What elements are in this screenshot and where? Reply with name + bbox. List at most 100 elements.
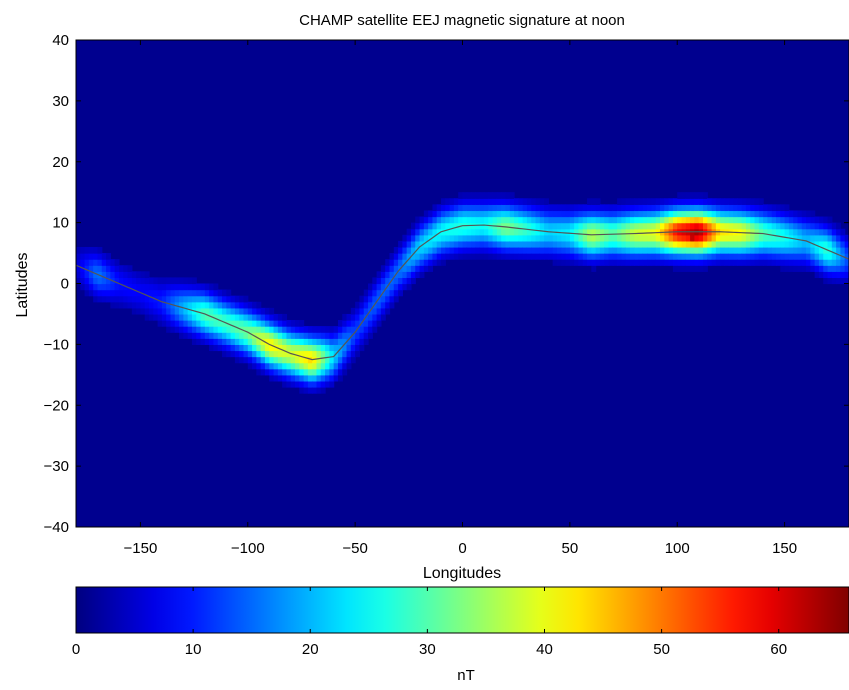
heatmap-cell bbox=[595, 228, 601, 236]
heatmap-cell bbox=[741, 259, 747, 266]
heatmap-cell bbox=[629, 210, 635, 218]
heatmap-cell bbox=[548, 216, 554, 224]
heatmap-cell bbox=[269, 362, 275, 370]
heatmap-cell bbox=[836, 246, 842, 254]
heatmap-cell bbox=[97, 253, 103, 260]
heatmap-cell bbox=[140, 277, 146, 285]
heatmap-cell bbox=[793, 246, 799, 254]
heatmap-cell bbox=[638, 246, 644, 254]
heatmap-cell bbox=[810, 222, 816, 230]
heatmap-cell bbox=[247, 362, 253, 370]
heatmap-cell bbox=[307, 362, 313, 370]
heatmap-cell bbox=[831, 253, 837, 260]
heatmap-cell bbox=[234, 301, 240, 309]
heatmap-cell bbox=[720, 210, 726, 218]
heatmap-cell bbox=[174, 277, 180, 285]
heatmap-cell bbox=[775, 204, 781, 212]
heatmap-cell bbox=[681, 204, 687, 212]
heatmap-cell bbox=[651, 234, 657, 242]
heatmap-cell bbox=[179, 283, 184, 291]
heatmap-cell bbox=[471, 216, 476, 224]
heatmap-cell bbox=[445, 222, 451, 230]
heatmap-cell bbox=[715, 204, 721, 212]
heatmap-cell bbox=[698, 204, 704, 212]
heatmap-cell bbox=[509, 240, 515, 248]
heatmap-cell bbox=[535, 198, 541, 205]
heatmap-cell bbox=[797, 253, 803, 260]
heatmap-cell bbox=[548, 204, 554, 212]
heatmap-cell bbox=[526, 216, 532, 224]
heatmap-cell bbox=[780, 210, 786, 218]
heatmap-cell bbox=[282, 344, 288, 352]
heatmap-cell bbox=[784, 240, 790, 248]
heatmap-cell bbox=[260, 344, 266, 352]
heatmap-cell bbox=[453, 198, 459, 205]
heatmap-cell bbox=[578, 246, 584, 254]
heatmap-cell bbox=[625, 198, 631, 205]
heatmap-cell bbox=[638, 198, 644, 205]
heatmap-cell bbox=[372, 283, 378, 291]
heatmap-cell bbox=[368, 289, 373, 297]
heatmap-cell bbox=[303, 338, 309, 345]
heatmap-cell bbox=[320, 344, 326, 352]
heatmap-cell bbox=[737, 222, 743, 230]
heatmap-cell bbox=[93, 277, 99, 285]
heatmap-cell bbox=[234, 313, 240, 321]
colorbar-tick-label: 60 bbox=[770, 641, 787, 658]
heatmap-cell bbox=[144, 307, 150, 315]
heatmap-cell bbox=[561, 210, 567, 218]
heatmap-cell bbox=[209, 338, 215, 345]
heatmap-cell bbox=[475, 192, 481, 199]
heatmap-cell bbox=[780, 234, 786, 242]
heatmap-cell bbox=[226, 301, 232, 309]
heatmap-cell bbox=[346, 362, 352, 370]
heatmap-cell bbox=[664, 204, 670, 212]
heatmap-cell bbox=[84, 259, 90, 266]
heatmap-cell bbox=[174, 320, 180, 327]
heatmap-cell bbox=[406, 277, 412, 285]
heatmap-cell bbox=[406, 271, 412, 279]
heatmap-cell bbox=[784, 259, 790, 266]
heatmap-cell bbox=[539, 234, 545, 242]
heatmap-cell bbox=[664, 246, 670, 254]
heatmap-cell bbox=[672, 234, 678, 242]
heatmap-cell bbox=[767, 228, 773, 236]
heatmap-cell bbox=[544, 210, 549, 218]
heatmap-cell bbox=[170, 313, 176, 321]
heatmap-cell bbox=[307, 380, 313, 388]
heatmap-cell bbox=[127, 289, 133, 297]
heatmap-cell bbox=[806, 265, 811, 272]
heatmap-cell bbox=[402, 283, 408, 291]
heatmap-cell bbox=[299, 332, 305, 339]
heatmap-cell bbox=[733, 253, 738, 260]
y-tick-label: −40 bbox=[44, 519, 69, 536]
heatmap-cell bbox=[320, 350, 326, 358]
heatmap-cell bbox=[393, 289, 399, 297]
heatmap-cell bbox=[93, 259, 99, 266]
heatmap-cell bbox=[629, 253, 635, 260]
heatmap-cell bbox=[80, 253, 86, 260]
heatmap-cell bbox=[475, 204, 481, 212]
heatmap-cell bbox=[801, 253, 807, 260]
heatmap-cell bbox=[681, 210, 687, 218]
heatmap-cell bbox=[264, 368, 270, 376]
heatmap-cell bbox=[166, 277, 172, 285]
heatmap-cell bbox=[479, 204, 485, 212]
heatmap-cell bbox=[84, 289, 90, 297]
heatmap-cell bbox=[191, 283, 197, 291]
heatmap-cell bbox=[101, 259, 107, 266]
heatmap-cell bbox=[569, 210, 575, 218]
heatmap-cell bbox=[359, 307, 365, 315]
heatmap-cell bbox=[161, 295, 167, 303]
heatmap-cell bbox=[711, 198, 717, 205]
heatmap-cell bbox=[359, 338, 365, 345]
heatmap-cell bbox=[492, 216, 498, 224]
heatmap-cell bbox=[359, 313, 365, 321]
heatmap-cell bbox=[647, 216, 653, 224]
heatmap-cell bbox=[286, 350, 292, 358]
heatmap-cell bbox=[814, 271, 820, 279]
heatmap-cell bbox=[818, 216, 824, 224]
heatmap-cell bbox=[466, 253, 472, 260]
heatmap-cell bbox=[226, 332, 232, 339]
heatmap-cell bbox=[660, 204, 665, 212]
